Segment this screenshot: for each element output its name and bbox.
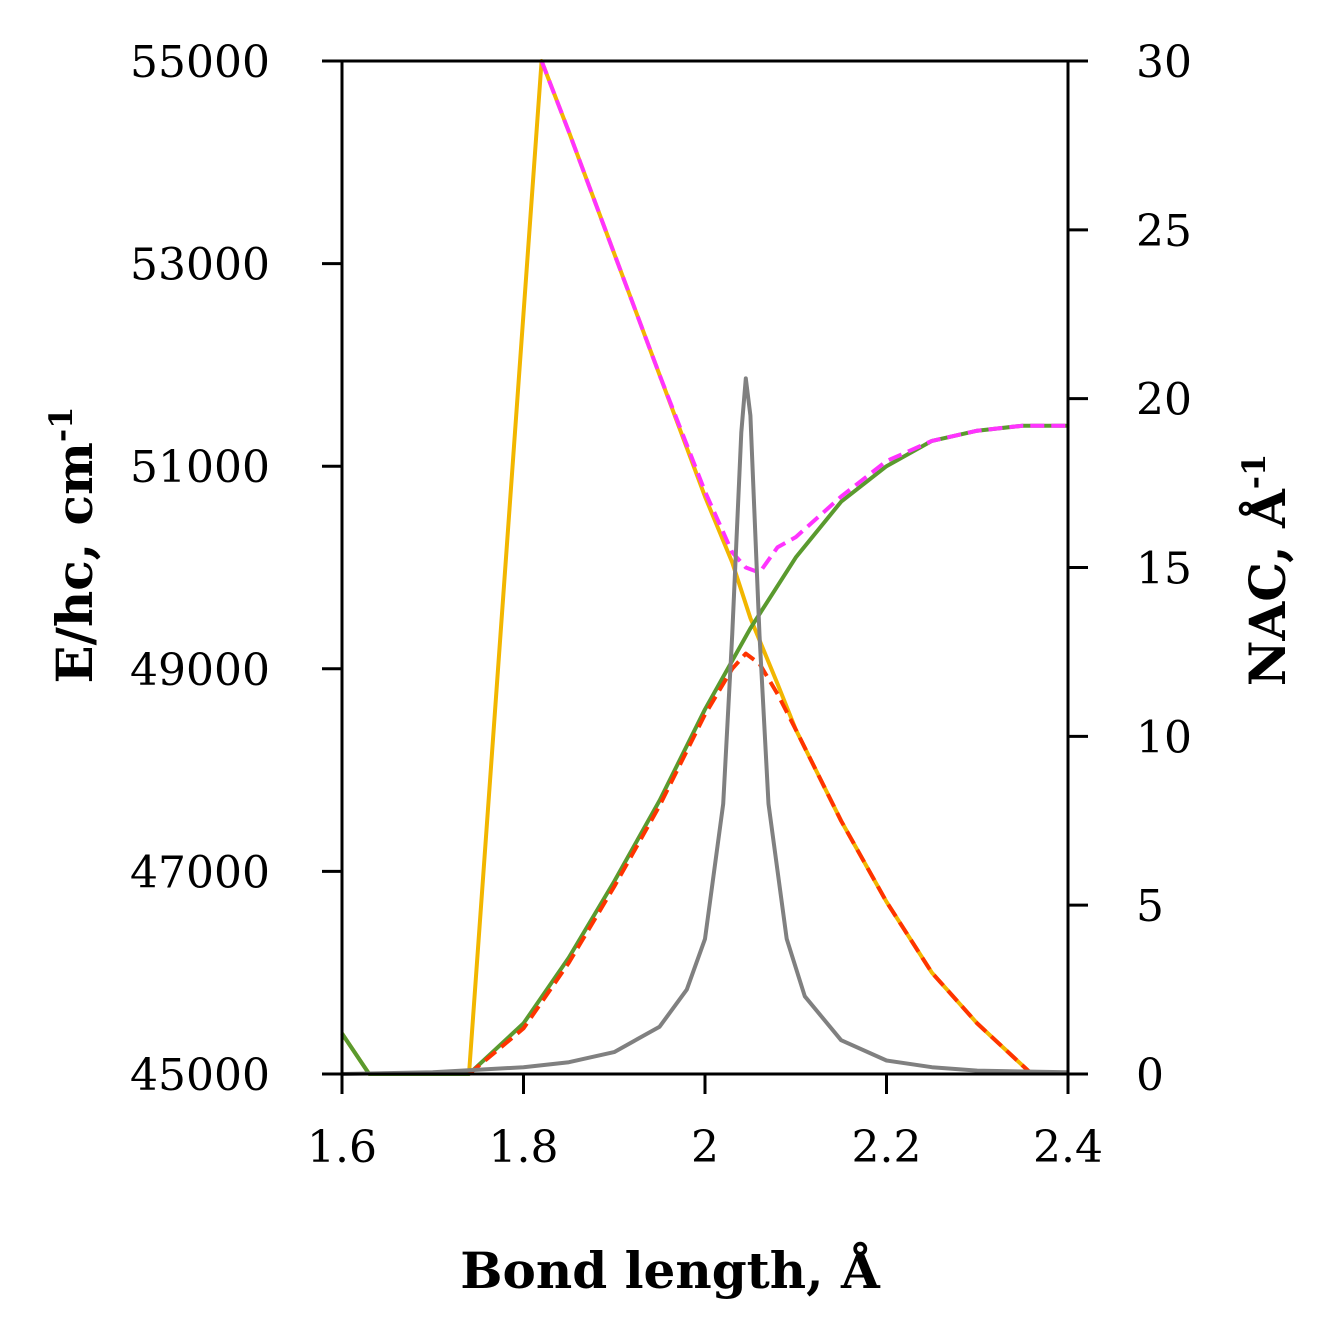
y-right-axis-title: NAC, Å-1	[1235, 454, 1297, 687]
y-left-axis-title: E/hc, cm-1	[42, 407, 104, 684]
x-axis-title: Bond length, Å	[460, 1241, 881, 1300]
plot-lines	[340, 59, 1069, 1076]
y-left-tick-label: 55000	[130, 37, 270, 88]
y-right-tick-label: 10	[1136, 712, 1192, 763]
y-right-tick-label: 0	[1136, 1050, 1164, 1101]
series-line-0	[340, 59, 1034, 1076]
x-tick-label: 1.8	[489, 1122, 559, 1173]
x-tick-label: 2.2	[852, 1122, 922, 1173]
y-right-tick-label: 5	[1136, 881, 1164, 932]
series-line-4	[341, 376, 1069, 1076]
series-line-2	[539, 60, 1068, 575]
y-right-tick-label: 20	[1136, 375, 1192, 426]
y-left-tick-label: 47000	[130, 847, 270, 898]
x-tick-label: 2	[691, 1122, 719, 1173]
plot-frame	[340, 59, 1070, 1076]
y-left-tick-label: 49000	[130, 645, 270, 696]
x-tick-label: 2.4	[1033, 1122, 1103, 1173]
y-left-tick-label: 53000	[130, 240, 270, 291]
x-tick-label: 1.6	[307, 1122, 377, 1173]
y-left-tick-label: 45000	[130, 1050, 270, 1101]
y-right-tick-label: 15	[1136, 544, 1192, 595]
y-right-tick-label: 25	[1136, 206, 1192, 257]
y-left-tick-label: 51000	[130, 442, 270, 493]
ticks: 1.6 1.8 2 2.2 2.4450004700049000510005300055…	[130, 37, 1192, 1173]
series-line-1	[340, 423, 1068, 1076]
y-right-tick-label: 30	[1136, 37, 1192, 88]
series-line-3	[467, 651, 1034, 1076]
